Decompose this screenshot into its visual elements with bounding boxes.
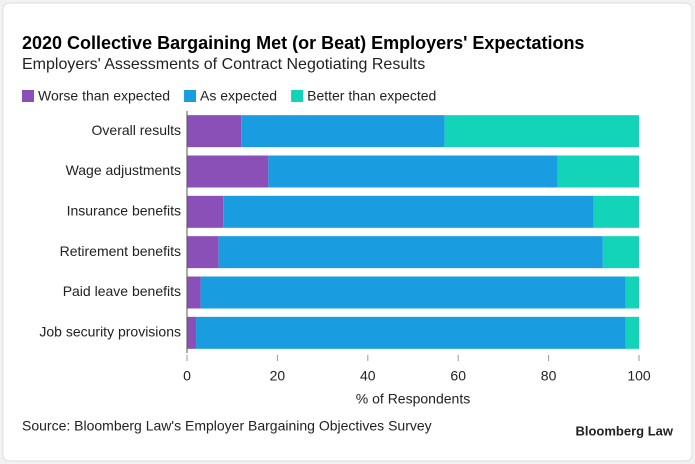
legend-label: Worse than expected [38,88,170,104]
x-tick-label: 20 [270,368,286,384]
bar-segment [557,155,639,188]
bar-segment [187,316,197,349]
legend-swatch [22,90,34,102]
bar-segment [187,195,224,228]
bar-segment [187,236,219,269]
chart-title: 2020 Collective Bargaining Met (or Beat)… [22,33,584,53]
chart-subtitle: Employers' Assessments of Contract Negot… [22,56,425,73]
bar-segment [223,195,594,228]
y-tick-label: Wage adjustments [66,162,181,178]
legend-label: As expected [200,88,277,104]
x-tick-label: 40 [360,368,376,384]
bar-segment [602,236,639,269]
y-tick-label: Retirement benefits [60,243,181,259]
bar-segment [268,155,558,188]
bar-segment [241,115,445,148]
bar-segment [187,155,269,188]
x-tick-label: 80 [541,368,557,384]
x-tick-label: 100 [627,368,651,384]
bar-segment [187,115,242,148]
credit: Bloomberg Law [575,423,673,438]
legend-swatch [291,90,304,102]
bar-segment [187,276,201,309]
y-tick-label: Job security provisions [39,324,181,340]
x-tick-label: 0 [183,368,191,384]
bar-segment [625,276,639,309]
x-axis-label: % of Respondents [356,391,470,407]
y-tick-label: Paid leave benefits [63,283,181,299]
legend-label: Better than expected [307,88,436,104]
legend-swatch [184,90,197,102]
x-tick-label: 60 [450,368,466,384]
bar-segment [625,316,639,349]
y-tick-label: Insurance benefits [67,203,181,219]
y-tick-label: Overall results [92,122,181,138]
bar-segment [200,276,626,309]
bar-segment [593,195,639,228]
bar-segment [196,316,626,349]
bar-segment [444,115,639,148]
source: Source: Bloomberg Law's Employer Bargain… [22,418,432,434]
bar-segment [218,236,603,269]
